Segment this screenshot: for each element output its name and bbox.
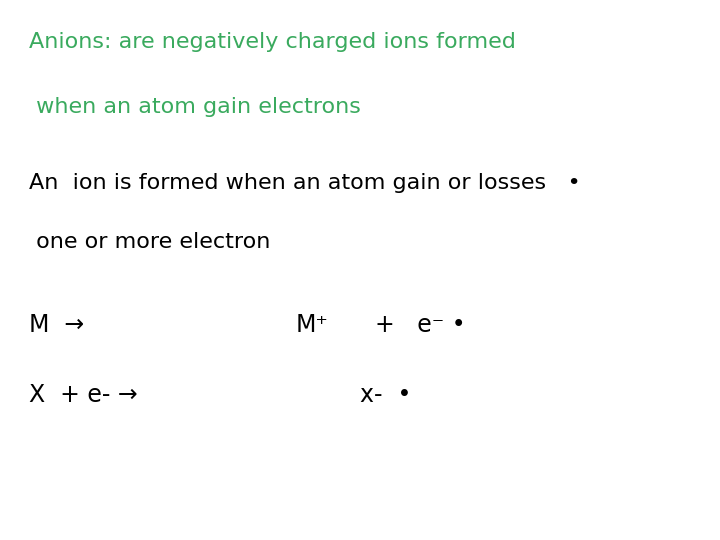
Text: M⁺: M⁺ (295, 313, 328, 337)
Text: An  ion is formed when an atom gain or losses   •: An ion is formed when an atom gain or lo… (29, 173, 580, 193)
Text: x-  •: x- • (360, 383, 411, 407)
Text: when an atom gain electrons: when an atom gain electrons (29, 97, 361, 117)
Text: +   e⁻ •: + e⁻ • (360, 313, 466, 337)
Text: one or more electron: one or more electron (29, 232, 270, 252)
Text: X  + e- →: X + e- → (29, 383, 138, 407)
Text: Anions: are negatively charged ions formed: Anions: are negatively charged ions form… (29, 32, 516, 52)
Text: M  →: M → (29, 313, 84, 337)
